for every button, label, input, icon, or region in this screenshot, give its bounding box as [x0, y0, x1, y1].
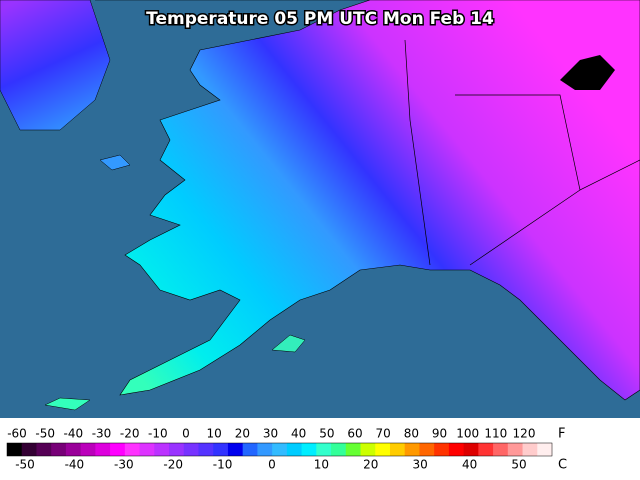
colorbar-cell [522, 443, 538, 456]
colorbar-cell [124, 443, 141, 456]
colorbar-cell [272, 443, 288, 456]
alaska-canada-land [95, 0, 640, 401]
celsius-label: -20 [163, 458, 183, 472]
colorbar-cell [478, 443, 494, 456]
celsius-label: -10 [213, 458, 233, 472]
russia-land [0, 0, 111, 131]
colorbar-cell [419, 443, 435, 456]
fahrenheit-label: 60 [347, 427, 362, 441]
celsius-label: -30 [114, 458, 134, 472]
colorbar-frame [6, 442, 553, 457]
colorbar-cell [507, 443, 524, 456]
colorbar-cell [36, 443, 52, 456]
fahrenheit-label: -60 [7, 427, 27, 441]
colorbar-cell [169, 443, 185, 456]
colorbar-cell [154, 443, 170, 456]
colorbar-cell [316, 443, 332, 456]
colorbar-cell [227, 443, 244, 456]
colorbar-cell [331, 443, 347, 456]
colorbar-cell [345, 443, 362, 456]
colorbar-cell [110, 443, 126, 456]
fahrenheit-label: 0 [182, 427, 190, 441]
colorbar-cell [448, 443, 465, 456]
fahrenheit-label: 10 [207, 427, 222, 441]
island [99, 154, 131, 171]
colorbar-cell [360, 443, 376, 456]
celsius-label: 20 [363, 458, 378, 472]
colorbar-cell [389, 443, 406, 456]
colorbar-cell [375, 443, 391, 456]
colorbar-cell [257, 443, 273, 456]
fahrenheit-label: 110 [484, 427, 507, 441]
island [44, 397, 91, 411]
colorbar-cell [51, 443, 67, 456]
colorbar-cell [80, 443, 96, 456]
celsius-label: 0 [268, 458, 276, 472]
celsius-label: -40 [65, 458, 85, 472]
fahrenheit-label: -20 [120, 427, 140, 441]
celsius-label: 40 [462, 458, 477, 472]
colorbar-cell [198, 443, 214, 456]
fahrenheit-label: 80 [404, 427, 419, 441]
colorbar-cell [21, 443, 37, 456]
fahrenheit-label: 100 [456, 427, 479, 441]
colorbar-cell [493, 443, 509, 456]
fahrenheit-label: -30 [92, 427, 112, 441]
fahrenheit-label: 90 [432, 427, 447, 441]
celsius-label: 50 [511, 458, 526, 472]
celsius-label: 10 [314, 458, 329, 472]
fahrenheit-label: -50 [35, 427, 55, 441]
colorbar-cell [537, 443, 553, 456]
colorbar-cell [213, 443, 229, 456]
unit-label: C [558, 458, 567, 473]
colorbar-cell [404, 443, 420, 456]
colorbar-cell [434, 443, 450, 456]
border-line [455, 94, 640, 191]
celsius-label: -50 [15, 458, 35, 472]
colorbar-cell [139, 443, 155, 456]
colorbar-cell [242, 443, 258, 456]
colorbar-cell [463, 443, 479, 456]
colorbar-cell [65, 443, 82, 456]
fahrenheit-label: -40 [64, 427, 84, 441]
colorbar [6, 442, 553, 457]
fahrenheit-label: 50 [319, 427, 334, 441]
colorbar-cell [95, 443, 111, 456]
border-line [404, 39, 431, 266]
island [560, 55, 615, 90]
border-line [469, 189, 581, 266]
fahrenheit-label: 30 [263, 427, 278, 441]
map-title: Temperature 05 PM UTC Mon Feb 14 [146, 9, 494, 29]
colorbar-cell [286, 443, 303, 456]
fahrenheit-label: 120 [513, 427, 536, 441]
unit-label: F [558, 427, 565, 442]
fahrenheit-label: 70 [376, 427, 391, 441]
colorbar-cell [7, 443, 23, 456]
fahrenheit-label: -10 [148, 427, 168, 441]
fahrenheit-label: 40 [291, 427, 306, 441]
celsius-label: 30 [413, 458, 428, 472]
colorbar-cell [183, 443, 199, 456]
colorbar-cell [301, 443, 317, 456]
fahrenheit-label: 20 [235, 427, 250, 441]
island [271, 334, 306, 353]
